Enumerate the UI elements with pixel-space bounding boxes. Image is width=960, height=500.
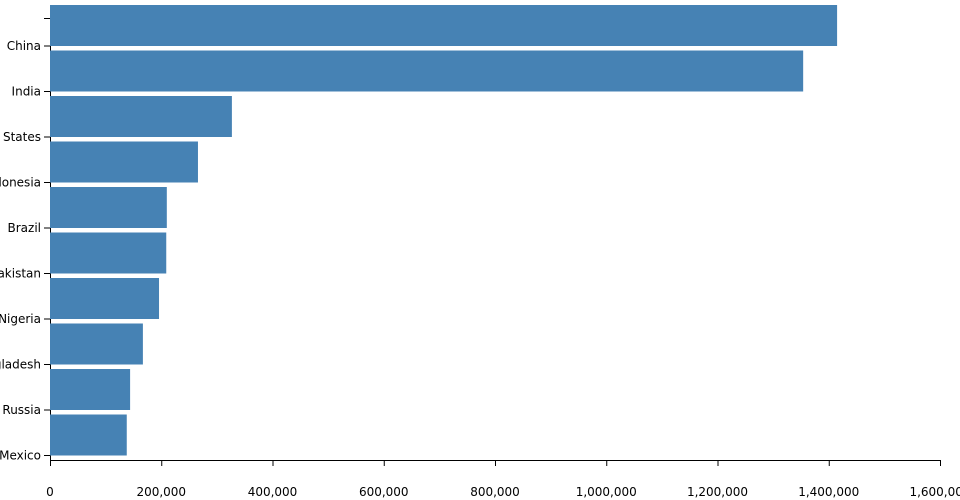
y-tick-label: Mexico <box>0 449 41 463</box>
x-tick-label: 600,000 <box>359 485 409 499</box>
bar <box>50 369 131 410</box>
y-tick-label: Pakistan <box>0 267 41 281</box>
x-tick-label: 200,000 <box>136 485 186 499</box>
x-tick-label: 0 <box>46 485 54 499</box>
y-tick-label: Indonesia <box>0 176 41 190</box>
y-tick-label: India <box>12 85 41 99</box>
x-tick-label: 1,600,000 <box>909 485 960 499</box>
x-tick-label: 400,000 <box>248 485 298 499</box>
bar <box>50 50 804 92</box>
y-tick-label: Brazil <box>8 221 42 235</box>
bar <box>50 323 143 365</box>
bar <box>50 187 167 228</box>
y-tick-label: Nigeria <box>0 312 41 326</box>
x-tick-label: 1,200,000 <box>687 485 748 499</box>
x-tick-label: 1,000,000 <box>576 485 637 499</box>
bar <box>50 141 198 183</box>
bar <box>50 5 838 46</box>
bar <box>50 278 160 319</box>
y-tick-label: Russia <box>2 403 41 417</box>
bar <box>50 414 127 456</box>
x-tick-label: 800,000 <box>470 485 520 499</box>
y-tick-label: United States <box>0 130 41 144</box>
y-tick-label: Bangladesh <box>0 358 41 372</box>
bar <box>50 232 167 274</box>
x-tick-label: 1,400,000 <box>798 485 859 499</box>
bar <box>50 96 232 137</box>
y-tick-label: China <box>7 39 41 53</box>
y-axis-domain <box>44 18 51 461</box>
